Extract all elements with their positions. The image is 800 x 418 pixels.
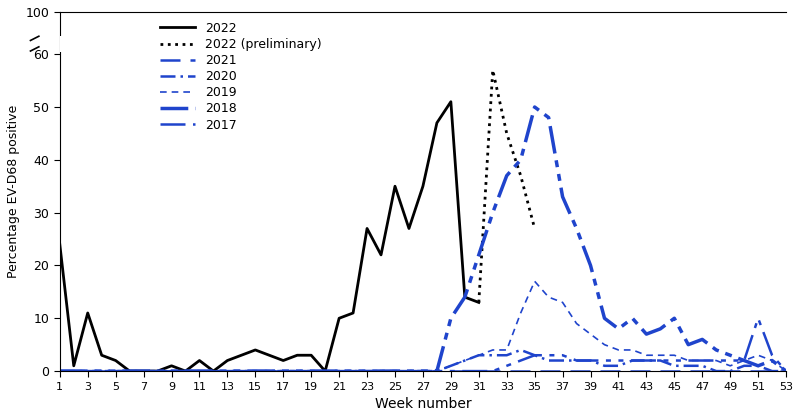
Bar	[60, 36, 786, 51]
Legend: 2022, 2022 (preliminary), 2021, 2020, 2019, 2018, 2017: 2022, 2022 (preliminary), 2021, 2020, 20…	[161, 22, 322, 132]
Y-axis label: Percentage EV-D68 positive: Percentage EV-D68 positive	[7, 105, 20, 278]
X-axis label: Week number: Week number	[374, 397, 471, 411]
